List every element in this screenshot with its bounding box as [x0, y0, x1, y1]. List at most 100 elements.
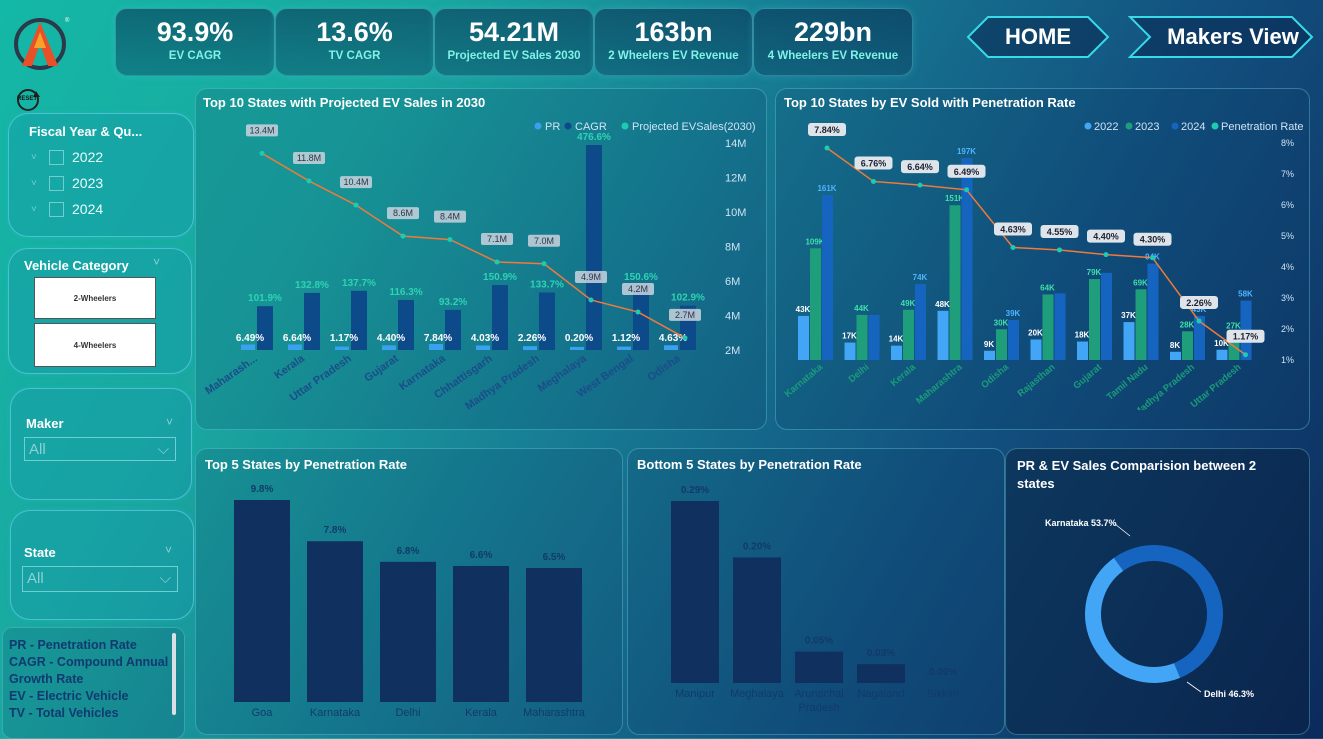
kpi-projected-ev-sales: 54.21M Projected EV Sales 2030 [434, 8, 594, 76]
bar-2022 [1216, 349, 1228, 360]
legend-line: EV - Electric Vehicle [9, 689, 129, 703]
maker-dropdown[interactable]: All ⌵ [24, 437, 176, 461]
axis-tick-label: 7% [1281, 169, 1294, 179]
line-label-box [1180, 295, 1218, 309]
vehicle-2-wheelers-button[interactable]: 2-Wheelers [34, 277, 156, 319]
bar-cagr [257, 306, 273, 350]
bar-2023 [1042, 294, 1054, 360]
pr-comparison-panel [1005, 448, 1310, 735]
bar-2024 [1194, 315, 1205, 360]
category-label: Goa [252, 707, 274, 719]
bar-data-label: 0.05% [805, 636, 833, 647]
bar-cagr [539, 292, 555, 350]
bar-2022 [1170, 351, 1181, 360]
makers-view-button[interactable]: Makers View [1128, 15, 1314, 59]
state-dropdown[interactable]: All ⌵ [22, 566, 178, 592]
dropdown-value: All [27, 570, 44, 587]
bar-2024 [868, 314, 880, 360]
fiscal-option-2024[interactable]: ˅ 2024 [31, 196, 103, 222]
bar-data-label: 28K [1180, 320, 1195, 329]
line-point [494, 259, 500, 265]
line-point [635, 309, 641, 315]
line-data-label: 6.49% [954, 167, 980, 177]
axis-tick-label: 10M [725, 207, 746, 219]
line-point [1103, 252, 1109, 258]
line-data-label: 7.84% [814, 125, 840, 135]
line-label-box [947, 164, 986, 178]
fiscal-option-2023[interactable]: ˅ 2023 [31, 170, 103, 196]
legend-marker [534, 122, 542, 130]
home-button-shape [966, 16, 1110, 58]
bar-data-label: 6.6% [470, 550, 493, 561]
category-label: Delhi [395, 707, 420, 719]
pr-data-label: 1.12% [612, 333, 640, 344]
bar [526, 568, 582, 702]
line-label-box [528, 234, 560, 247]
line-label-box [1133, 232, 1172, 246]
checkbox[interactable] [49, 149, 64, 165]
chart-title: Top 10 States with Projected EV Sales in… [203, 95, 486, 110]
bar-pr [523, 346, 537, 350]
legend-marker [1211, 122, 1219, 130]
line-point [400, 233, 406, 239]
bar-pr [429, 344, 443, 350]
bar-2022 [891, 345, 902, 360]
category-label: Karnataka [783, 361, 826, 399]
checkbox[interactable] [49, 175, 64, 191]
line-data-label: 4.55% [1047, 227, 1073, 237]
chevron-down-icon[interactable]: ˅ [153, 255, 161, 269]
home-button[interactable]: HOME [966, 15, 1110, 59]
checkbox[interactable] [49, 201, 64, 217]
expand-icon: ˅ [31, 177, 37, 189]
category-label: Karnataka [310, 707, 361, 719]
bottom5-penetration-chart: 0.29% Manipur 0.20% Meghalaya 0.05% Arunachal… [671, 485, 959, 714]
line-label-box [481, 233, 513, 246]
line-point [682, 335, 688, 341]
line-label-box [622, 283, 654, 296]
bar-pr [476, 345, 490, 350]
slice-label: Delhi 46.3% [1204, 689, 1254, 699]
scrollbar[interactable] [172, 633, 176, 715]
line-point [871, 178, 876, 184]
cagr-data-label: 150.9% [483, 272, 517, 283]
line-data-label: 4.30% [1140, 235, 1166, 245]
axis-tick-label: 4M [725, 311, 740, 323]
bar-2023 [1182, 331, 1193, 360]
reset-button[interactable]: RESET [14, 88, 42, 112]
line-data-label: 6.64% [907, 162, 933, 172]
cagr-data-label: 116.3% [389, 287, 422, 298]
reset-icon [17, 89, 40, 111]
line-data-label: 1.17% [1233, 332, 1259, 342]
line-data-label: 8.4M [440, 212, 460, 222]
line-label-box [901, 160, 939, 174]
bar [733, 557, 781, 683]
projected-ev-sales-chart: PR CAGR Projected EVSales(2030) 14M 12M 10M 8M… [203, 121, 755, 410]
bar-data-label: 6.5% [543, 552, 566, 563]
kpi-value: 13.6% [316, 17, 393, 47]
legend-label: CAGR [575, 121, 607, 133]
bar-data-label: 49K [901, 299, 916, 308]
slicer-title: Maker [26, 416, 64, 431]
axis-tick-label: 6% [1281, 200, 1294, 210]
bar-data-label: 43K [1192, 305, 1207, 314]
cagr-data-label: 476.6% [577, 132, 611, 143]
category-label: Maharash... [203, 353, 259, 398]
bar-2022 [984, 350, 995, 360]
line-point [824, 145, 830, 151]
top5-penetration-chart: 9.8% Goa 7.8% Karnataka 6.8% Delhi 6.6% Kerala 6… [234, 484, 586, 719]
bar-pr [241, 344, 255, 350]
fiscal-option-2022[interactable]: ˅ 2022 [31, 144, 103, 170]
line-data-label: 7.1M [487, 234, 507, 244]
bar-data-label: 8K [1170, 341, 1180, 350]
pr-data-label: 2.26% [518, 333, 546, 344]
chart-title: PR & EV Sales Comparision between 2 stat… [1017, 458, 1257, 491]
bar-data-label: 0.00% [929, 667, 957, 678]
vehicle-4-wheelers-button[interactable]: 4-Wheelers [34, 323, 156, 367]
bar-data-label: 9.8% [251, 484, 274, 495]
makers-view-button-shape [1128, 16, 1314, 58]
line-label-box [669, 308, 701, 321]
legend-marker [1171, 122, 1179, 130]
line-point [541, 261, 547, 267]
bar-data-label: 14K [889, 335, 904, 344]
cagr-data-label: 101.9% [248, 293, 282, 304]
